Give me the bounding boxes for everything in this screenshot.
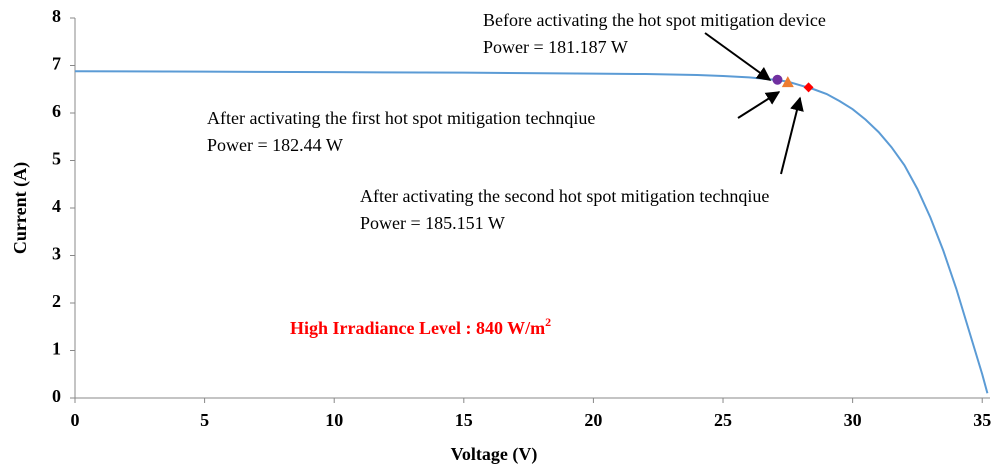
annotation: After activating the second hot spot mit… [360, 186, 769, 206]
iv-curve [74, 70, 989, 394]
y-tick-label: 5 [52, 149, 61, 169]
annotation-arrow [737, 91, 781, 119]
x-tick-label: 5 [200, 410, 209, 430]
x-tick-label: 35 [973, 410, 991, 430]
annotation: Before activating the hot spot mitigatio… [483, 10, 826, 30]
y-tick-label: 8 [52, 6, 61, 26]
note-superscript: 2 [545, 315, 551, 329]
y-tick-label: 7 [52, 54, 61, 74]
x-tick-label: 10 [325, 410, 343, 430]
annotation: After activating the first hot spot miti… [207, 108, 595, 128]
marker [781, 76, 794, 88]
marker [772, 74, 783, 85]
y-tick-label: 6 [52, 101, 61, 121]
note-text: High Irradiance Level : 840 W/m [290, 318, 545, 338]
x-axis-label: Voltage (V) [451, 444, 538, 465]
annotation: Power = 185.151 W [360, 213, 505, 233]
y-tick-label: 2 [52, 291, 61, 311]
annotation: Power = 181.187 W [483, 37, 628, 57]
y-tick-label: 0 [52, 386, 61, 406]
y-tick-label: 1 [52, 339, 61, 359]
y-tick-label: 3 [52, 244, 61, 264]
marker [803, 82, 814, 93]
annotation-arrow [780, 96, 804, 175]
x-tick-label: 20 [584, 410, 602, 430]
annotation: Power = 182.44 W [207, 135, 343, 155]
irradiance-note: High Irradiance Level : 840 W/m2 [290, 315, 551, 338]
x-tick-label: 30 [844, 410, 862, 430]
y-axis-label: Current (A) [10, 162, 31, 254]
y-tick-label: 4 [52, 196, 61, 216]
x-tick-label: 0 [71, 410, 80, 430]
annotation-arrow [704, 32, 772, 81]
x-tick-label: 25 [714, 410, 732, 430]
x-tick-label: 15 [455, 410, 473, 430]
